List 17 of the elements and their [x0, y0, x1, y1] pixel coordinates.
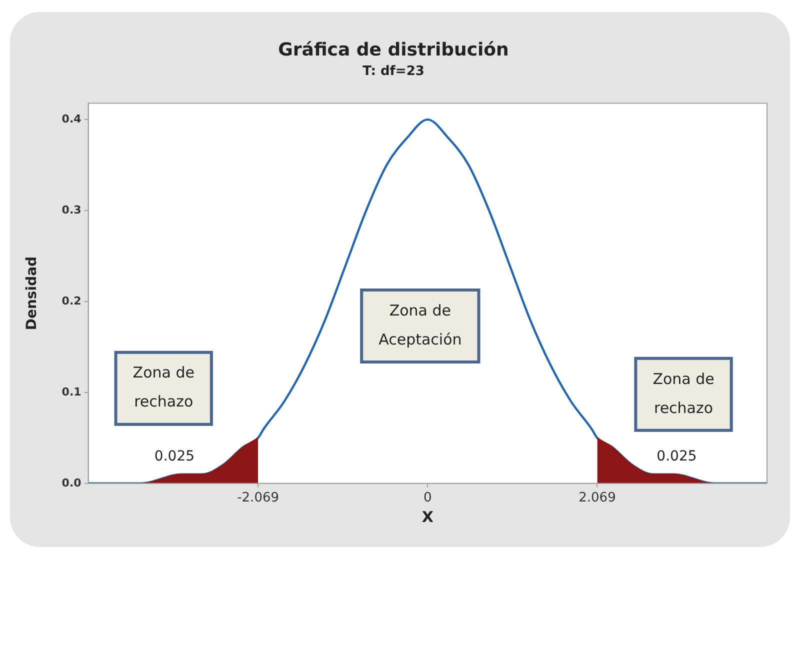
chart-subtitle: T: df=23 — [362, 64, 424, 79]
x-tick-label: 0 — [424, 490, 432, 506]
x-tick-label: 2.069 — [578, 490, 616, 506]
annotation: Zona de rechazo — [132, 364, 194, 411]
y-tick-label: 0.3 — [62, 203, 82, 216]
annotation: Zona de rechazo — [652, 370, 714, 417]
y-tick-label: 0.4 — [62, 112, 82, 126]
y-tick-label: 0.2 — [62, 294, 82, 308]
x-tick-label: -2.069 — [237, 490, 280, 506]
annotation: Zona de Aceptación — [378, 301, 462, 348]
chart-title: Gráfica de distribución — [278, 39, 509, 60]
x-axis-title: X — [422, 508, 434, 526]
annotation: 0.025 — [656, 448, 697, 464]
y-axis-title: Densidad — [24, 256, 40, 330]
y-tick-label: 0.1 — [62, 385, 82, 398]
y-tick-label: 0.0 — [62, 476, 82, 490]
annotation: 0.025 — [154, 448, 195, 464]
